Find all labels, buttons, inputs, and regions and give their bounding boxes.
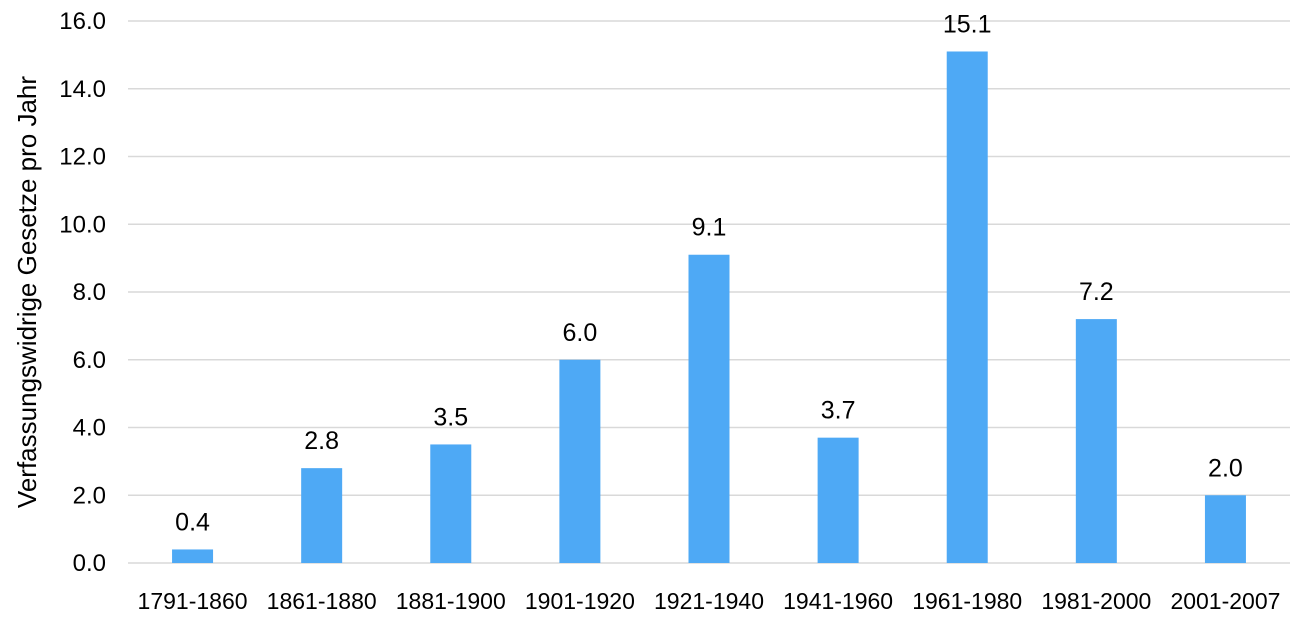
data-label: 2.8 (304, 427, 339, 455)
x-axis-ticks: 1791-1860 1861-1880 1881-1900 1901-1920 1921… (138, 588, 1281, 614)
bar (946, 51, 988, 564)
y-tick-label: 6.0 (73, 347, 106, 374)
bar (1075, 319, 1117, 563)
data-label: 3.5 (433, 403, 468, 431)
y-tick-label: 2.0 (73, 482, 106, 509)
data-label: 15.1 (943, 10, 992, 38)
y-axis-ticks: 0.0 2.0 4.0 6.0 8.0 10.0 12.0 14.0 16.0 (59, 8, 106, 577)
x-tick-label: 1901-1920 (525, 588, 635, 614)
y-tick-label: 14.0 (59, 76, 106, 103)
data-label: 2.0 (1208, 454, 1243, 482)
x-tick-label: 1981-2000 (1041, 588, 1151, 614)
x-tick-label: 1881-1900 (396, 588, 506, 614)
y-tick-label: 0.0 (73, 550, 106, 577)
x-tick-label: 1961-1980 (912, 588, 1022, 614)
data-label: 7.2 (1079, 278, 1114, 306)
bar (430, 444, 472, 563)
data-label: 3.7 (821, 397, 856, 425)
bar (301, 468, 343, 563)
x-tick-label: 1921-1940 (654, 588, 764, 614)
y-tick-label: 16.0 (59, 8, 106, 35)
x-tick-label: 1941-1960 (783, 588, 893, 614)
y-tick-label: 8.0 (73, 279, 106, 306)
y-tick-label: 4.0 (73, 415, 106, 442)
bar (688, 254, 730, 564)
data-label: 0.4 (175, 508, 210, 536)
bar (172, 549, 214, 563)
data-label: 6.0 (563, 319, 598, 347)
data-label: 9.1 (692, 214, 727, 242)
y-tick-label: 10.0 (59, 211, 106, 238)
y-tick-label: 12.0 (59, 144, 106, 171)
bar (1204, 495, 1246, 563)
data-labels: 0.4 2.8 3.5 6.0 9.1 3.7 15.1 7.2 2.0 (175, 10, 1243, 536)
x-tick-label: 2001-2007 (1170, 588, 1280, 614)
y-axis-title: Verfassungswidrige Gesetze pro Jahr (12, 76, 42, 508)
bar (559, 359, 601, 563)
bar (817, 437, 859, 563)
x-tick-label: 1861-1880 (267, 588, 377, 614)
x-tick-label: 1791-1860 (138, 588, 248, 614)
bars (172, 51, 1246, 564)
